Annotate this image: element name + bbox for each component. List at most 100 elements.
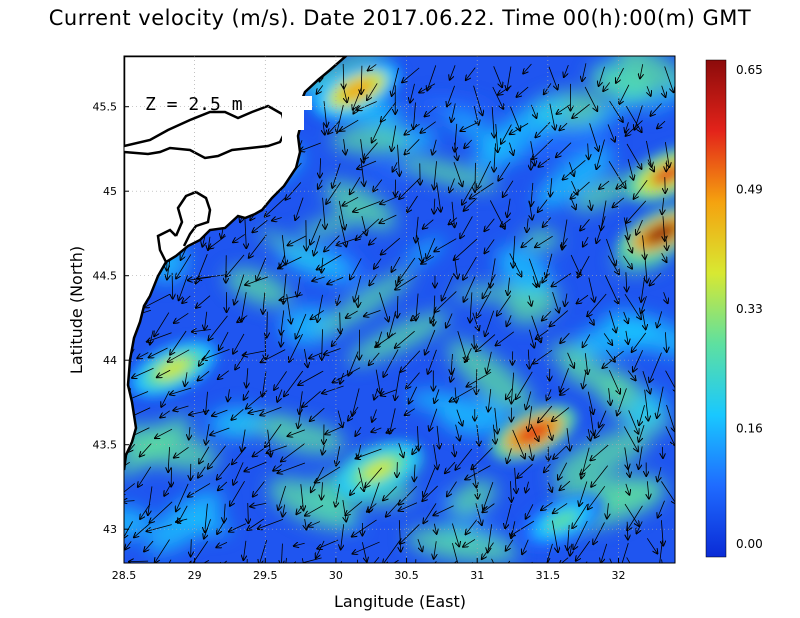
velocity-arrow — [288, 429, 305, 436]
velocity-arrow — [434, 541, 437, 558]
velocity-arrow — [570, 543, 572, 556]
velocity-arrow — [645, 253, 647, 282]
velocity-arrow — [626, 200, 647, 223]
velocity-arrow — [310, 218, 322, 245]
velocity-arrow — [563, 160, 586, 179]
velocity-arrow — [471, 447, 493, 470]
velocity-arrow — [585, 353, 588, 374]
velocity-arrow — [244, 390, 250, 400]
velocity-arrow — [278, 462, 306, 473]
velocity-arrow — [161, 390, 170, 407]
velocity-arrow — [497, 295, 511, 315]
velocity-arrow — [465, 465, 491, 480]
velocity-arrow — [496, 123, 498, 152]
velocity-arrow — [365, 467, 383, 488]
velocity-arrow — [508, 277, 510, 295]
velocity-arrow — [434, 161, 437, 189]
velocity-arrow — [295, 197, 304, 220]
velocity-arrow — [333, 367, 361, 383]
x-tick-label: 29.5 — [253, 569, 278, 582]
velocity-arrow — [550, 178, 552, 196]
velocity-arrow — [381, 237, 401, 254]
velocity-arrow — [392, 67, 399, 96]
velocity-arrow — [281, 310, 284, 334]
velocity-arrow — [170, 387, 192, 395]
velocity-arrow — [372, 409, 377, 421]
velocity-arrow — [419, 83, 436, 93]
velocity-arrow — [326, 182, 341, 203]
velocity-arrow — [277, 389, 283, 401]
velocity-arrow — [342, 196, 359, 205]
velocity-arrow — [526, 504, 534, 518]
velocity-arrow — [322, 329, 323, 360]
velocity-arrow — [343, 63, 344, 88]
velocity-arrow — [425, 329, 436, 354]
velocity-arrow — [591, 465, 609, 487]
velocity-arrow — [451, 353, 452, 374]
velocity-arrow — [483, 481, 494, 510]
velocity-arrow — [298, 370, 324, 385]
velocity-arrow — [429, 408, 438, 431]
velocity-arrow — [176, 483, 189, 511]
velocity-arrow — [147, 332, 172, 342]
velocity-arrow — [556, 142, 572, 158]
velocity-arrow — [460, 216, 473, 238]
velocity-arrow — [494, 143, 496, 171]
velocity-arrow — [310, 407, 325, 421]
velocity-arrow — [507, 198, 510, 217]
velocity-arrow — [314, 235, 321, 256]
velocity-arrow — [322, 443, 324, 454]
velocity-arrow — [476, 369, 477, 394]
velocity-arrow — [526, 391, 532, 410]
velocity-arrow — [621, 542, 629, 563]
velocity-arrow — [558, 462, 568, 480]
velocity-arrow — [432, 139, 437, 155]
velocity-arrow — [463, 256, 477, 280]
velocity-arrow — [417, 538, 422, 551]
velocity-arrow — [623, 217, 628, 239]
velocity-arrow — [599, 180, 610, 189]
velocity-arrow — [578, 255, 590, 277]
velocity-arrow — [473, 85, 483, 115]
velocity-arrow — [137, 352, 149, 359]
velocity-arrow — [328, 120, 340, 134]
velocity-arrow — [174, 446, 189, 457]
velocity-arrow — [551, 273, 572, 286]
velocity-arrow — [202, 348, 230, 359]
velocity-arrow — [258, 519, 284, 528]
velocity-arrow — [395, 330, 415, 348]
velocity-arrow — [337, 294, 340, 305]
velocity-arrow — [477, 290, 492, 317]
velocity-arrow — [522, 237, 534, 247]
velocity-arrow — [637, 521, 643, 534]
speed-blob — [324, 180, 396, 231]
velocity-arrow — [350, 258, 362, 279]
velocity-arrow — [265, 197, 286, 217]
speed-blob — [551, 428, 652, 485]
velocity-arrow — [530, 141, 535, 165]
velocity-arrow — [613, 197, 625, 207]
velocity-arrow — [335, 484, 341, 507]
velocity-arrow — [246, 368, 248, 387]
velocity-arrow — [375, 332, 397, 347]
velocity-arrow — [595, 424, 605, 438]
velocity-arrow — [434, 238, 457, 252]
velocity-arrow — [210, 427, 230, 435]
velocity-arrow — [233, 333, 245, 354]
velocity-arrow — [231, 409, 244, 420]
speed-blob — [317, 270, 414, 336]
velocity-arrow — [509, 253, 522, 276]
velocity-arrow — [547, 557, 551, 563]
velocity-arrow — [531, 104, 536, 118]
velocity-arrow — [498, 162, 511, 180]
velocity-arrow — [603, 333, 612, 345]
velocity-arrow — [447, 481, 457, 497]
velocity-arrow — [209, 235, 227, 249]
velocity-arrow — [553, 445, 567, 459]
velocity-arrow — [296, 313, 307, 339]
speed-hotspot — [156, 358, 191, 380]
speed-blob — [615, 56, 675, 95]
velocity-arrow — [639, 424, 645, 442]
speed-hotspots — [130, 61, 675, 549]
velocity-arrow — [155, 428, 173, 438]
